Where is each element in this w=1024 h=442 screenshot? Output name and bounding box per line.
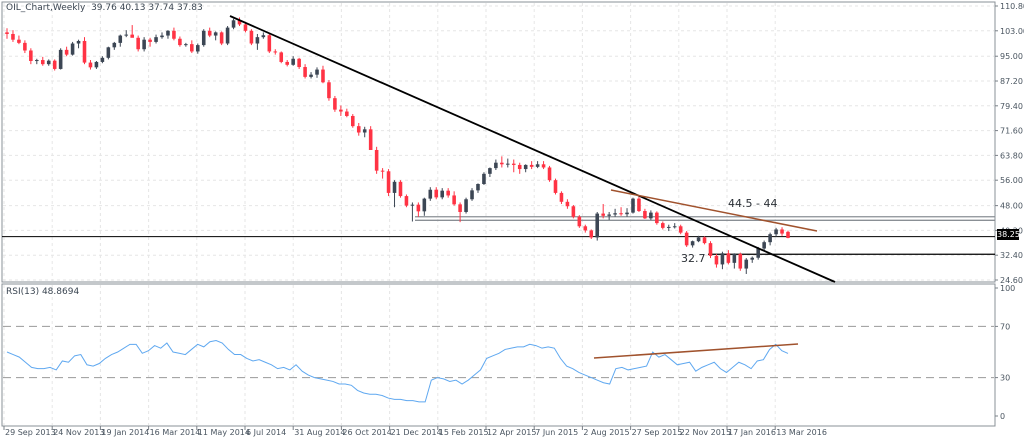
svg-text:11 May 2014: 11 May 2014 (198, 428, 250, 437)
svg-text:29 Sep 2013: 29 Sep 2013 (5, 428, 56, 437)
support-level-label: 32.7 (681, 252, 706, 265)
svg-text:63.80: 63.80 (1000, 151, 1023, 160)
svg-text:87.20: 87.20 (1000, 77, 1023, 86)
grid (3, 3, 994, 425)
trendlines[interactable] (229, 15, 836, 283)
svg-text:13 Mar 2016: 13 Mar 2016 (776, 428, 827, 437)
price-axis: 110.80 103.00 95.00 87.20 79.40 71.60 63.80 56.… (995, 2, 1024, 421)
svg-text:30: 30 (1000, 374, 1010, 383)
ohlc-values: 39.76 40.13 37.74 37.83 (91, 3, 203, 13)
svg-text:27 Sep 2015: 27 Sep 2015 (632, 428, 683, 437)
svg-text:24 Nov 2013: 24 Nov 2013 (53, 428, 104, 437)
svg-text:17 Jan 2016: 17 Jan 2016 (728, 428, 776, 437)
svg-text:24.60: 24.60 (1000, 276, 1023, 285)
svg-text:103.00: 103.00 (1000, 27, 1024, 36)
symbol-label: OIL_Chart,Weekly (6, 3, 86, 13)
svg-text:95.00: 95.00 (1000, 52, 1023, 61)
svg-text:6 Jul 2014: 6 Jul 2014 (246, 428, 286, 437)
svg-text:15 Feb 2015: 15 Feb 2015 (439, 428, 489, 437)
rsi-pane (3, 325, 994, 403)
svg-text:32.40: 32.40 (1000, 251, 1023, 260)
svg-text:70: 70 (1000, 322, 1010, 331)
svg-text:56.00: 56.00 (1000, 176, 1023, 185)
svg-text:0: 0 (1000, 412, 1005, 421)
svg-text:100: 100 (1000, 284, 1015, 293)
horizontal-levels[interactable] (2, 216, 995, 255)
svg-text:71.60: 71.60 (1000, 127, 1023, 136)
svg-text:110.80: 110.80 (1000, 2, 1024, 11)
svg-text:26 Oct 2014: 26 Oct 2014 (342, 428, 391, 437)
svg-text:2 Aug 2015: 2 Aug 2015 (583, 428, 629, 437)
svg-text:31 Aug 2014: 31 Aug 2014 (294, 428, 345, 437)
svg-text:7 Jun 2015: 7 Jun 2015 (535, 428, 578, 437)
candlesticks (5, 17, 790, 274)
resistance-zone-label: 44.5 - 44 (728, 197, 778, 210)
svg-text:21 Dec 2014: 21 Dec 2014 (391, 428, 442, 437)
svg-text:19 Jan 2014: 19 Jan 2014 (101, 428, 149, 437)
svg-text:12 Apr 2015: 12 Apr 2015 (487, 428, 536, 437)
rsi-title: RSI(13) 48.8694 (6, 287, 80, 297)
svg-text:22 Nov 2015: 22 Nov 2015 (680, 428, 731, 437)
chart-frame (1, 1, 996, 427)
svg-text:79.40: 79.40 (1000, 102, 1023, 111)
chart-title: OIL_Chart,Weekly 39.76 40.13 37.74 37.83 (6, 3, 203, 13)
svg-text:48.00: 48.00 (1000, 202, 1023, 211)
svg-text:16 Mar 2014: 16 Mar 2014 (150, 428, 201, 437)
current-price-tag: 38.25 (997, 229, 1020, 240)
